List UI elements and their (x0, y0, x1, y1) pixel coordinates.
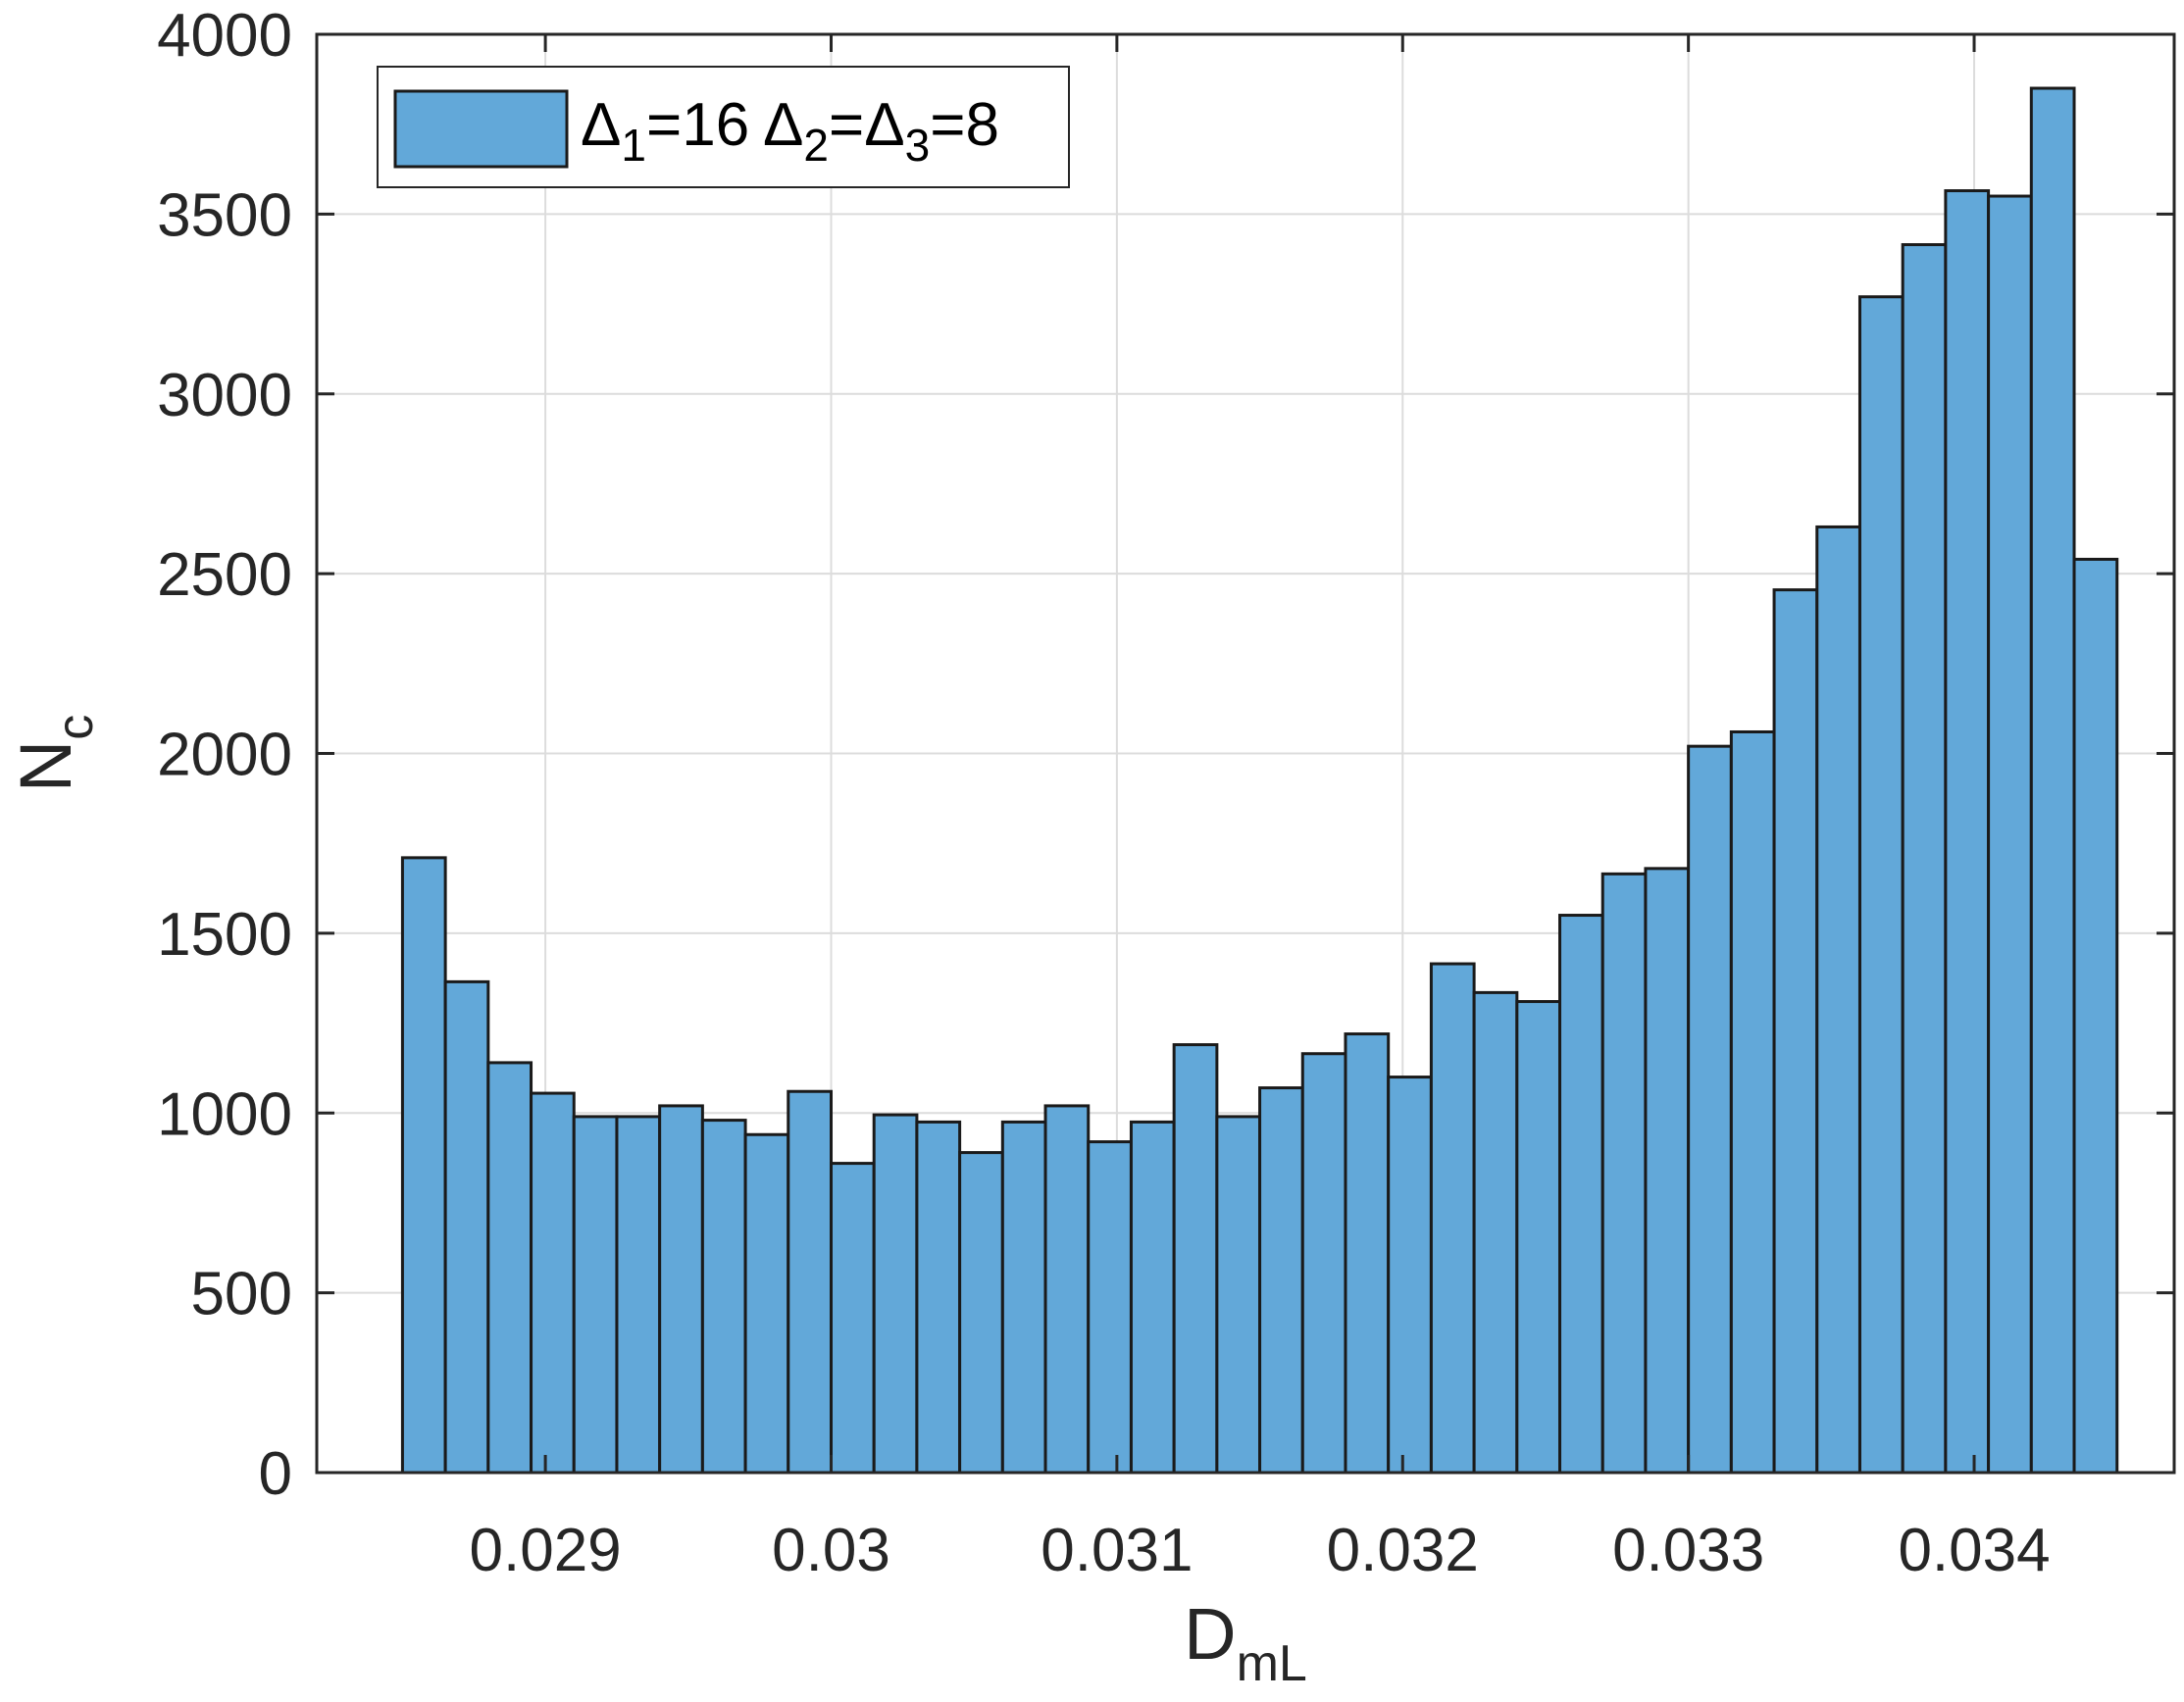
histogram-bar-36 (1944, 189, 1991, 1475)
histogram-bar-10 (829, 1162, 876, 1475)
y-tick-label-2: 1000 (157, 1080, 292, 1148)
legend-swatch (393, 89, 569, 169)
histogram-bar-21 (1300, 1052, 1347, 1475)
x-tick-label-2: 0.031 (1041, 1517, 1193, 1584)
histogram-bar-23 (1387, 1076, 1433, 1475)
histogram-bar-19 (1215, 1115, 1262, 1475)
y-tick-label-5: 2500 (157, 541, 292, 609)
y-tick-label-3: 1500 (157, 901, 292, 969)
histogram-bar-17 (1129, 1120, 1176, 1475)
histogram-bar-32 (1772, 588, 1819, 1475)
axis-ticks (317, 32, 2174, 1475)
histogram-bar-15 (1043, 1104, 1091, 1475)
histogram-bar-38 (2029, 86, 2076, 1475)
histogram-bar-2 (486, 1061, 533, 1475)
legend-delta-2: Δ (763, 91, 803, 159)
histogram-bar-14 (1000, 1120, 1047, 1475)
legend-delta-1: Δ (581, 91, 621, 159)
histogram-bar-28 (1600, 872, 1648, 1475)
histogram-bar-18 (1172, 1043, 1219, 1475)
y-axis-title-subscript: c (47, 715, 104, 740)
histogram-bar-5 (615, 1115, 662, 1475)
x-tick-label-0: 0.029 (470, 1517, 622, 1584)
legend-sub-3: 3 (905, 120, 931, 171)
histogram-bar-27 (1558, 914, 1604, 1475)
histogram-bar-33 (1815, 525, 1861, 1475)
histogram-bar-8 (743, 1132, 790, 1475)
histogram-bar-6 (658, 1104, 704, 1475)
x-tick-label-1: 0.03 (772, 1517, 890, 1584)
histogram-bar-24 (1429, 962, 1476, 1475)
histogram-bar-7 (700, 1119, 747, 1475)
histogram-bar-11 (872, 1113, 919, 1475)
histogram-bar-4 (572, 1115, 619, 1475)
x-tick-label-4: 0.033 (1612, 1517, 1764, 1584)
histogram-bar-22 (1344, 1032, 1391, 1475)
histogram-bar-20 (1258, 1086, 1304, 1475)
legend-label: Δ1=16 Δ2=Δ3=8 (581, 91, 999, 171)
legend-sub-1: 1 (621, 120, 646, 171)
histogram-bar-1 (443, 979, 490, 1475)
histogram-bar-13 (958, 1151, 1004, 1475)
histogram-bar-29 (1644, 867, 1691, 1475)
y-tick-label-8: 4000 (157, 2, 292, 70)
y-axis-title-main: N (5, 740, 86, 792)
histogram-bar-3 (530, 1091, 576, 1475)
y-tick-label-4: 2000 (157, 722, 292, 789)
legend-sub-2: 2 (803, 120, 829, 171)
x-axis-title-subscript: mL (1237, 1635, 1307, 1692)
histogram-bar-12 (915, 1120, 962, 1475)
legend: Δ1=16 Δ2=Δ3=8 (377, 66, 1070, 188)
y-tick-label-7: 3500 (157, 181, 292, 249)
histogram-bar-30 (1687, 744, 1733, 1475)
y-tick-label-1: 500 (191, 1261, 292, 1328)
x-tick-label-3: 0.032 (1327, 1517, 1479, 1584)
histogram-bar-31 (1729, 729, 1776, 1475)
y-tick-label-6: 3000 (157, 362, 292, 429)
histogram-bar-16 (1087, 1140, 1133, 1475)
legend-eq-16: =16 (646, 91, 763, 159)
histogram-bar-25 (1472, 990, 1519, 1475)
histogram-bar-39 (2072, 557, 2119, 1475)
x-tick-labels: 0.029 0.03 0.031 0.032 0.033 0.034 (470, 1517, 2051, 1584)
histogram-bar-0 (400, 856, 447, 1475)
y-tick-labels: 0 500 1000 1500 2000 2500 3000 3500 4000 (157, 2, 292, 1508)
histogram-bar-35 (1901, 243, 1948, 1475)
x-axis-title-main: D (1184, 1593, 1236, 1675)
legend-eq-8: =8 (930, 91, 999, 159)
y-axis-title: Nc (5, 715, 104, 792)
histogram-bar-37 (1987, 194, 2033, 1475)
x-axis-title: DmL (1184, 1593, 1307, 1692)
histogram-bar-34 (1857, 295, 1905, 1475)
legend-delta-3: Δ (864, 91, 904, 159)
legend-eq: = (829, 91, 864, 159)
histogram-bar-26 (1515, 1000, 1562, 1475)
x-tick-label-5: 0.034 (1898, 1517, 2050, 1584)
y-tick-label-0: 0 (259, 1440, 292, 1508)
histogram-bar-9 (787, 1089, 833, 1475)
